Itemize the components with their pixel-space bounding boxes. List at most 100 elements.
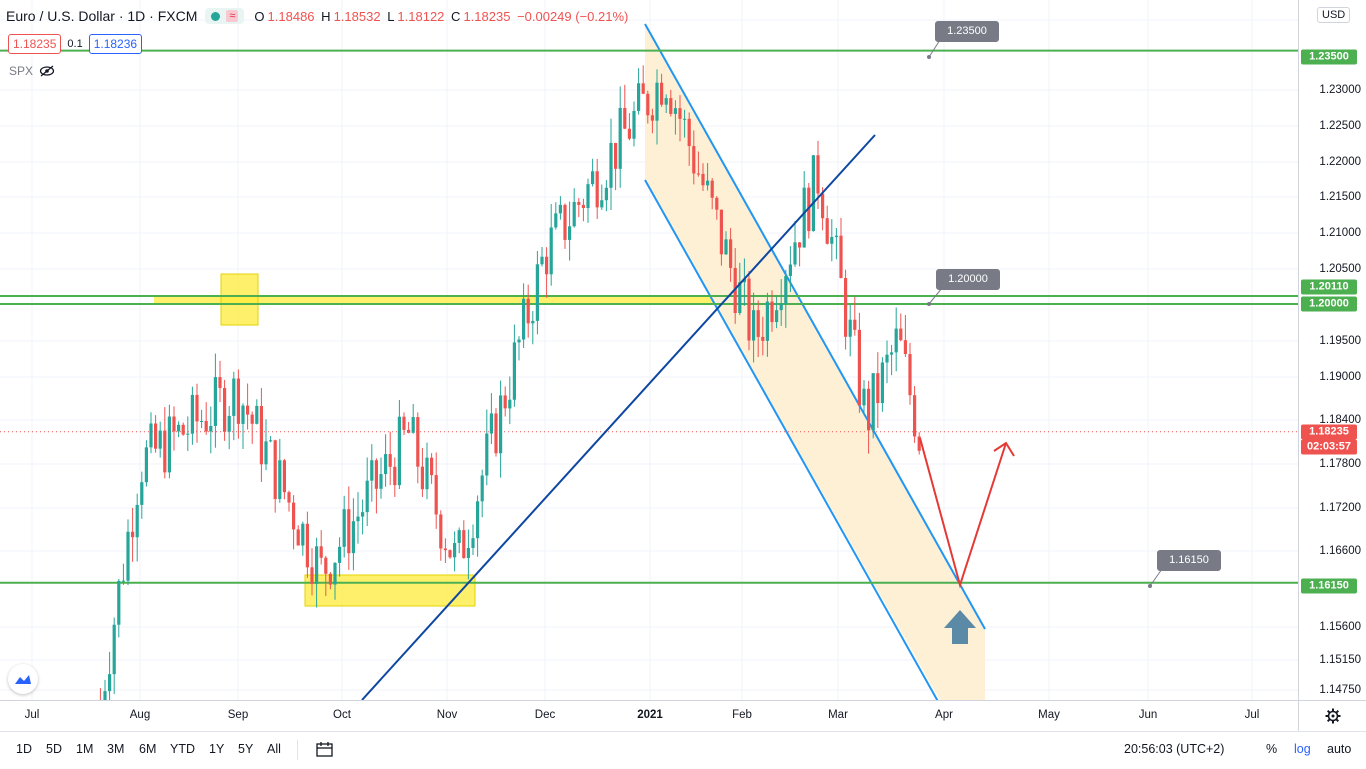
candle-body (163, 430, 167, 473)
candle-body (292, 502, 296, 530)
sell-button[interactable]: 1.18235 (8, 34, 62, 54)
hidden-eye-icon[interactable] (39, 65, 55, 77)
currency-selector[interactable]: USD (1317, 7, 1351, 23)
candle-body (917, 436, 921, 451)
candle-body (867, 388, 871, 431)
candle-body (480, 475, 484, 502)
candle-body (305, 523, 309, 568)
candle-body (729, 239, 733, 268)
price-axis[interactable]: USD 1.23000 1.22500 1.22000 1.21500 1.21000 1… (1298, 0, 1366, 700)
candle-body (131, 531, 135, 538)
candle-body (655, 82, 659, 121)
symbol-title[interactable]: Euro / U.S. Dollar · 1D · FXCM (6, 8, 198, 24)
candle-body (756, 310, 760, 337)
candle-body (627, 128, 631, 139)
candle-body (466, 547, 470, 558)
market-status-pill[interactable]: ≈ (205, 8, 245, 24)
candle-body (568, 226, 572, 240)
ascending-trendline (361, 134, 876, 700)
candle-body (250, 414, 254, 424)
time-axis[interactable]: Jul Aug Sep Oct Nov Dec 2021 Feb Mar Apr May Jun Jul (0, 700, 1298, 731)
candle-body (696, 173, 700, 175)
date-range-icon[interactable] (316, 742, 334, 758)
price-tick-label: 1.19000 (1319, 371, 1361, 383)
buy-button[interactable]: 1.18236 (88, 34, 143, 54)
candle-body (430, 457, 434, 476)
range-6m-button[interactable]: 6M (139, 742, 157, 756)
candle-body (374, 460, 378, 489)
candle-body (186, 433, 190, 435)
range-ytd-button[interactable]: YTD (170, 742, 195, 756)
candle-body (425, 457, 429, 490)
log-toggle[interactable]: log (1294, 742, 1311, 756)
candle-body (894, 328, 898, 353)
candle-body (135, 504, 139, 538)
candle-body (287, 492, 291, 503)
candle-body (282, 460, 286, 493)
candle-body (420, 466, 424, 490)
time-tick-label: Jun (1138, 709, 1158, 721)
callout-1-235[interactable]: 1.23500 (935, 21, 999, 42)
candle-body (646, 93, 650, 116)
range-5y-button[interactable]: 5Y (238, 742, 254, 756)
auto-toggle[interactable]: auto (1327, 742, 1352, 756)
callout-pointer-1 (928, 287, 943, 305)
candle-body (476, 501, 480, 539)
candle-body (453, 542, 457, 558)
candle-body (752, 310, 756, 341)
candle-body (577, 201, 581, 205)
candle-body (609, 142, 613, 188)
candle-body (871, 373, 875, 431)
candle-body (140, 482, 144, 505)
price-tick-label: 1.20500 (1319, 263, 1361, 275)
callout-1-200[interactable]: 1.20000 (936, 269, 1000, 290)
candle-body (793, 242, 797, 265)
candle-body (853, 319, 857, 330)
candle-body (181, 424, 185, 435)
candle-body (531, 320, 535, 324)
candle-body (834, 235, 838, 237)
price-tag-green: 1.20110 (1301, 279, 1357, 295)
range-all-button[interactable]: All (267, 742, 281, 756)
price-tick-label: 1.23000 (1319, 84, 1361, 96)
candle-body (733, 267, 737, 314)
clock-timezone[interactable]: 20:56:03 (UTC+2) (1124, 742, 1225, 756)
range-1d-button[interactable]: 1D (16, 742, 32, 756)
time-tick-label: Jul (1244, 709, 1260, 721)
candle-body (821, 193, 825, 219)
range-3m-button[interactable]: 3M (107, 742, 125, 756)
candle-body (844, 278, 848, 337)
gear-icon[interactable] (1325, 708, 1341, 724)
candle-body (540, 256, 544, 265)
low-value: 1.18122 (397, 8, 445, 24)
callout-1-1615[interactable]: 1.16150 (1157, 550, 1221, 571)
candle-body (310, 567, 314, 584)
range-5d-button[interactable]: 5D (46, 742, 62, 756)
price-tick-label: 1.15600 (1319, 621, 1361, 633)
range-1m-button[interactable]: 1M (76, 742, 94, 756)
candle-body (269, 440, 273, 442)
candle-body (512, 342, 516, 400)
percent-toggle[interactable]: % (1266, 742, 1278, 756)
candle-body (862, 388, 866, 406)
price-tick-label: 1.21500 (1319, 191, 1361, 203)
tradingview-logo-icon[interactable] (8, 664, 38, 694)
candle-body (499, 395, 503, 454)
candle-body (434, 475, 438, 515)
time-tick-label: Sep (227, 709, 249, 721)
candle-body (213, 377, 217, 426)
range-1y-button[interactable]: 1Y (209, 742, 225, 756)
chart-area[interactable]: Euro / U.S. Dollar · 1D · FXCM ≈ O 1.1848… (0, 0, 1298, 700)
candle-body (384, 454, 388, 475)
candle-body (278, 460, 282, 500)
candle-body (397, 416, 401, 486)
candle-body (885, 354, 889, 363)
chart-canvas[interactable] (0, 0, 1298, 700)
candle-body (683, 118, 687, 120)
candle-body (117, 580, 121, 625)
candle-body (535, 264, 539, 321)
candle-body (526, 298, 530, 324)
candle-body (204, 420, 208, 432)
candle-body (669, 98, 673, 114)
candle-body (903, 340, 907, 355)
